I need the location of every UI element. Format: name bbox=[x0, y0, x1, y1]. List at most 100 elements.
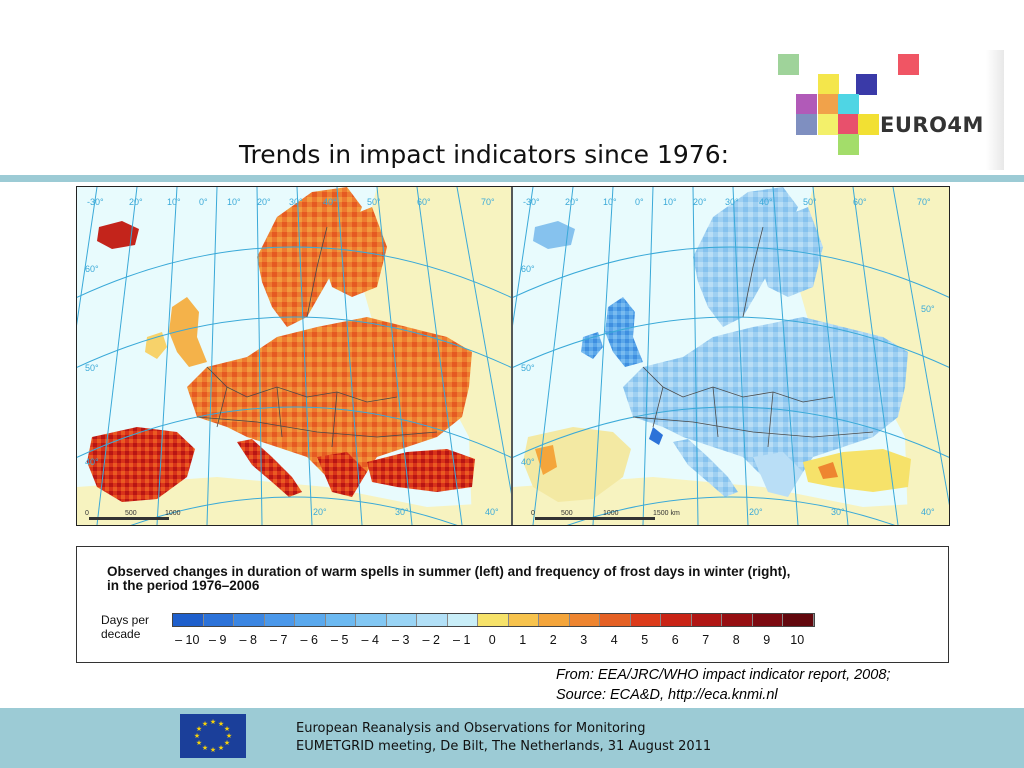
lon-label: 40° bbox=[759, 197, 773, 207]
scale-tick-label: 5 bbox=[641, 633, 649, 647]
scale-tick-label: 8 bbox=[732, 633, 740, 647]
lon-label: 40° bbox=[323, 197, 337, 207]
svg-text:★: ★ bbox=[196, 725, 202, 733]
lat-label: 60° bbox=[85, 264, 99, 274]
lon-label: 20° bbox=[257, 197, 271, 207]
legend-title-line: Observed changes in duration of warm spe… bbox=[107, 564, 791, 579]
svg-text:★: ★ bbox=[202, 744, 208, 752]
scale-tick-label: 3 bbox=[580, 633, 588, 647]
scale-swatch bbox=[630, 614, 661, 626]
europe-maps-panel: -30° 20° 10° 0° 10° 20° 30° 40° 50° 60° … bbox=[76, 186, 950, 526]
scale-tick-label: – 8 bbox=[239, 633, 257, 647]
scale-tick-label: 2 bbox=[549, 633, 557, 647]
scale-label: 0 bbox=[531, 510, 535, 517]
lon-label: 10° bbox=[227, 197, 241, 207]
footer-line: EUMETGRID meeting, De Bilt, The Netherla… bbox=[296, 739, 712, 754]
scale-swatch bbox=[752, 614, 783, 626]
source-line: Source: ECA&D, http://eca.knmi.nl bbox=[556, 687, 778, 703]
svg-text:★: ★ bbox=[218, 720, 224, 728]
legend-title-line: in the period 1976–2006 bbox=[107, 578, 260, 593]
svg-text:★: ★ bbox=[202, 720, 208, 728]
lon-label: 50° bbox=[367, 197, 381, 207]
scale-swatch bbox=[539, 614, 570, 626]
svg-text:★: ★ bbox=[210, 718, 216, 726]
lon-label: 70° bbox=[481, 197, 495, 207]
svg-text:★: ★ bbox=[226, 732, 232, 740]
bottom-label: 40° bbox=[921, 507, 935, 517]
svg-text:★: ★ bbox=[218, 744, 224, 752]
lon-label: 0° bbox=[635, 197, 644, 207]
lat-label: 40° bbox=[521, 457, 535, 467]
svg-text:★: ★ bbox=[210, 746, 216, 754]
lat-label: 50° bbox=[521, 363, 535, 373]
scale-tick-label: – 3 bbox=[392, 633, 410, 647]
lat-label: 50° bbox=[921, 304, 935, 314]
warm-spells-map bbox=[77, 187, 511, 525]
logo-square bbox=[838, 114, 859, 135]
lon-label: -30° bbox=[87, 197, 104, 207]
top-divider bbox=[0, 175, 1024, 182]
left-map-scale-bar: 0 500 1000 bbox=[85, 510, 181, 520]
scale-swatch bbox=[264, 614, 295, 626]
eu-stars: ★ ★★ ★★★ ★★★ ★★★ bbox=[194, 718, 232, 754]
logo-square bbox=[838, 134, 859, 155]
svg-text:★: ★ bbox=[196, 739, 202, 747]
scale-swatch bbox=[569, 614, 600, 626]
scale-label: 0 bbox=[85, 510, 89, 517]
slide-title: Trends in impact indicators since 1976: bbox=[238, 140, 730, 169]
scale-tick-label: 1 bbox=[519, 633, 527, 647]
bottom-label: 20° bbox=[313, 507, 327, 517]
lon-label: 70° bbox=[917, 197, 931, 207]
europe-maps: -30° 20° 10° 0° 10° 20° 30° 40° 50° 60° … bbox=[77, 187, 949, 525]
frost-days-map: -30° 20° 10° 0° 10° 20° 30° 40° 50° 60° … bbox=[513, 187, 949, 525]
logo-square bbox=[818, 114, 839, 135]
svg-text:★: ★ bbox=[224, 725, 230, 733]
logo-square bbox=[818, 74, 839, 95]
legend-title: Observed changes in duration of warm spe… bbox=[107, 565, 790, 593]
scale-swatch bbox=[234, 614, 265, 626]
scale-swatch bbox=[203, 614, 234, 626]
lat-label: 60° bbox=[521, 264, 535, 274]
scale-swatch bbox=[722, 614, 753, 626]
scale-tick-label: – 10 bbox=[175, 633, 200, 647]
scale-tick-label: – 7 bbox=[270, 633, 288, 647]
lon-label: 20° bbox=[565, 197, 579, 207]
scale-label: 500 bbox=[561, 510, 573, 517]
footer-text: European Reanalysis and Observations for… bbox=[296, 720, 711, 756]
left-map-graticule-labels: -30° 20° 10° 0° 10° 20° 30° 40° 50° 60° … bbox=[85, 197, 499, 517]
source-note: From: EEA/JRC/WHO impact indicator repor… bbox=[556, 665, 890, 705]
scale-tick-label: – 4 bbox=[361, 633, 379, 647]
lon-label: 0° bbox=[199, 197, 208, 207]
scale-swatch bbox=[325, 614, 356, 626]
lon-label: 60° bbox=[853, 197, 867, 207]
lat-label: 40° bbox=[85, 457, 99, 467]
scale-tick-label: – 2 bbox=[422, 633, 440, 647]
scale-swatch bbox=[661, 614, 692, 626]
logo-square bbox=[796, 114, 817, 135]
logo-square bbox=[838, 94, 859, 115]
scale-swatch bbox=[173, 614, 204, 626]
scale-swatch bbox=[691, 614, 722, 626]
bottom-label: 20° bbox=[749, 507, 763, 517]
right-map-scale-bar: 0 500 1000 1500 km bbox=[531, 510, 680, 520]
legend-unit-line: decade bbox=[101, 627, 141, 641]
bottom-label: 30° bbox=[831, 507, 845, 517]
scale-swatch bbox=[356, 614, 387, 626]
scale-tick-label: 4 bbox=[610, 633, 618, 647]
bottom-label: 30° bbox=[395, 507, 409, 517]
scale-tick-label: 0 bbox=[488, 633, 496, 647]
scale-swatch bbox=[508, 614, 539, 626]
lon-label: 20° bbox=[129, 197, 143, 207]
lon-label: 30° bbox=[289, 197, 303, 207]
scale-swatch bbox=[478, 614, 509, 626]
svg-text:★: ★ bbox=[194, 732, 200, 740]
logo-square bbox=[818, 94, 839, 115]
right-map-graticule-labels: -30° 20° 10° 0° 10° 20° 30° 40° 50° 60° … bbox=[521, 197, 935, 517]
lon-label: 10° bbox=[603, 197, 617, 207]
scale-tick-label: – 1 bbox=[453, 633, 471, 647]
scale-tick-label: 7 bbox=[702, 633, 710, 647]
scale-tick-label: – 6 bbox=[300, 633, 318, 647]
logo-shade bbox=[986, 50, 1004, 170]
euro4m-logo: EURO4M bbox=[776, 50, 1004, 170]
